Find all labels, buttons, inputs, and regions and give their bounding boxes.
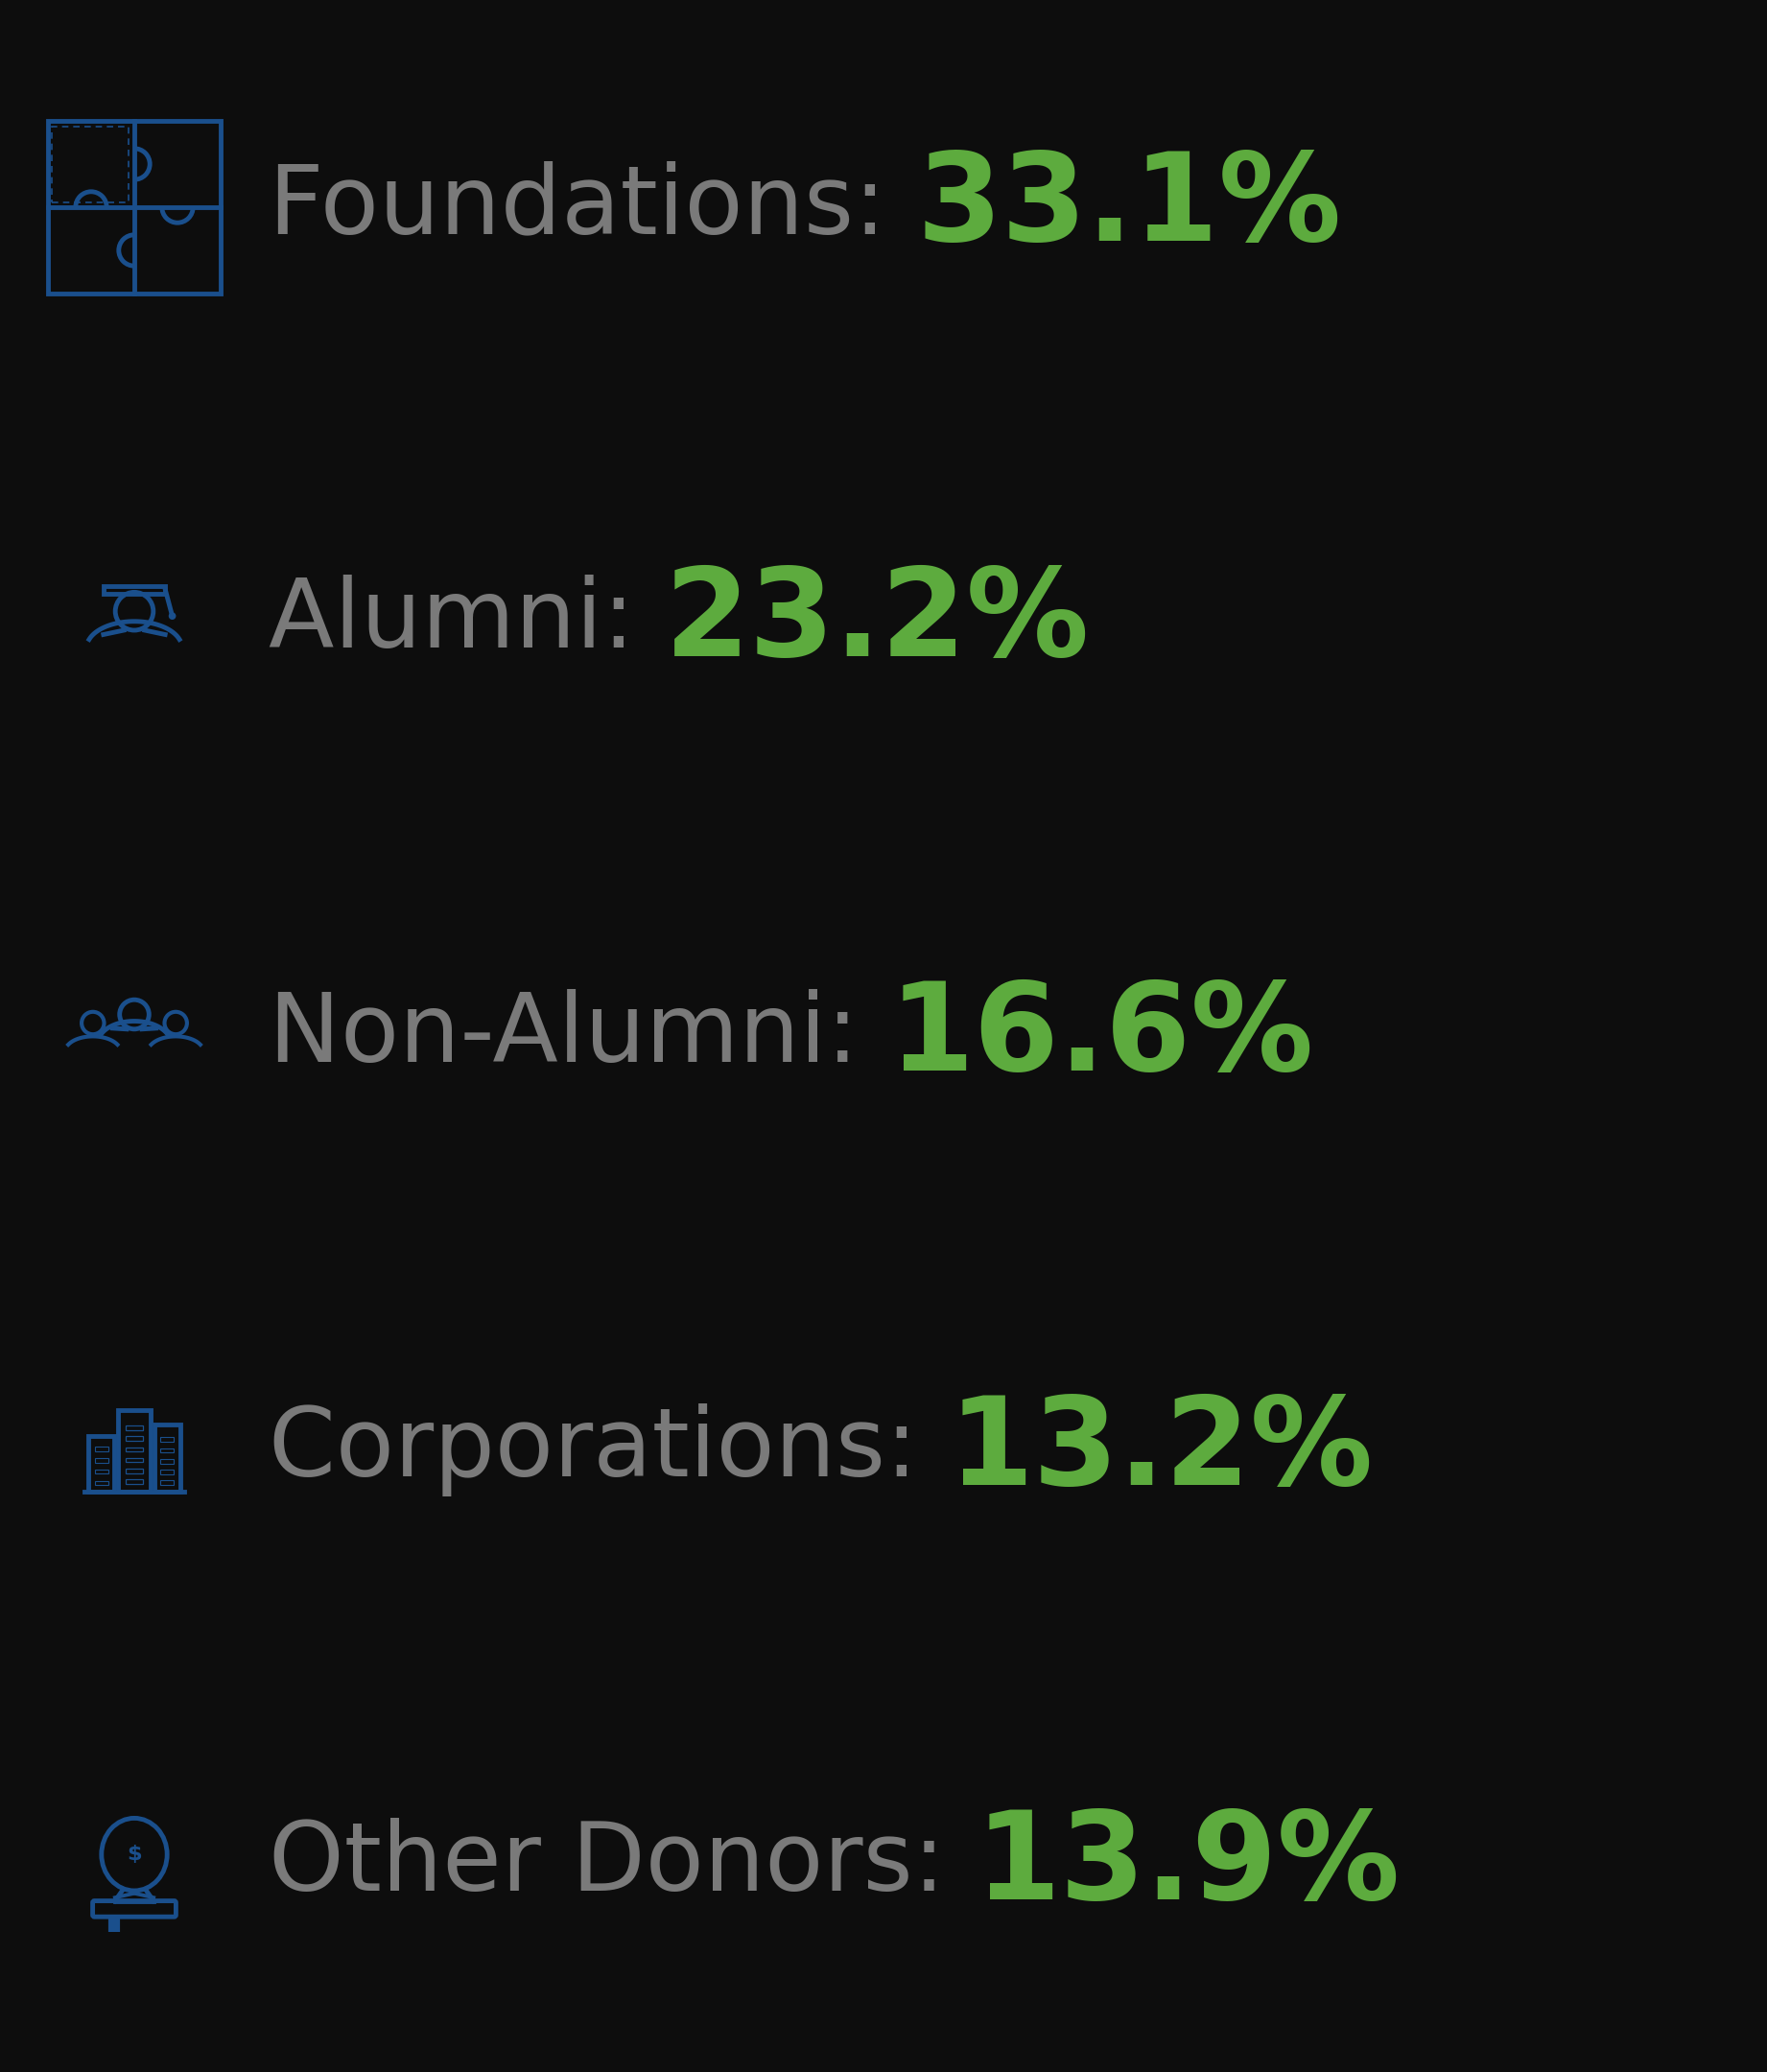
Bar	[161, 1448, 173, 1452]
Text: Other Donors:: Other Donors:	[269, 1819, 975, 1910]
Text: 16.6%: 16.6%	[889, 976, 1315, 1096]
Text: 13.2%: 13.2%	[949, 1390, 1373, 1510]
Bar	[118, 1409, 150, 1492]
Bar	[95, 1469, 108, 1473]
Text: Foundations:: Foundations:	[269, 162, 917, 253]
Bar	[48, 120, 221, 294]
Bar	[161, 1438, 173, 1442]
Bar	[125, 1446, 143, 1452]
Text: 33.1%: 33.1%	[917, 147, 1341, 267]
Bar	[95, 1459, 108, 1463]
Bar	[125, 1469, 143, 1473]
Text: Corporations:: Corporations:	[269, 1405, 949, 1496]
Bar	[95, 1481, 108, 1486]
Bar	[95, 1446, 108, 1450]
Text: 13.9%: 13.9%	[975, 1805, 1401, 1925]
Bar	[125, 1426, 143, 1430]
Bar	[53, 126, 129, 203]
Bar	[125, 1459, 143, 1463]
Bar	[161, 1479, 173, 1486]
Bar	[102, 586, 166, 595]
Text: 23.2%: 23.2%	[664, 562, 1090, 682]
Bar	[154, 1426, 180, 1492]
Bar	[125, 1479, 143, 1484]
Circle shape	[170, 613, 175, 620]
Bar	[161, 1469, 173, 1475]
Bar	[125, 1436, 143, 1440]
Bar	[161, 1459, 173, 1463]
Text: $: $	[127, 1844, 141, 1865]
Text: Alumni:: Alumni:	[269, 576, 664, 667]
Bar	[88, 1436, 115, 1492]
Text: Non-Alumni:: Non-Alumni:	[269, 990, 889, 1082]
